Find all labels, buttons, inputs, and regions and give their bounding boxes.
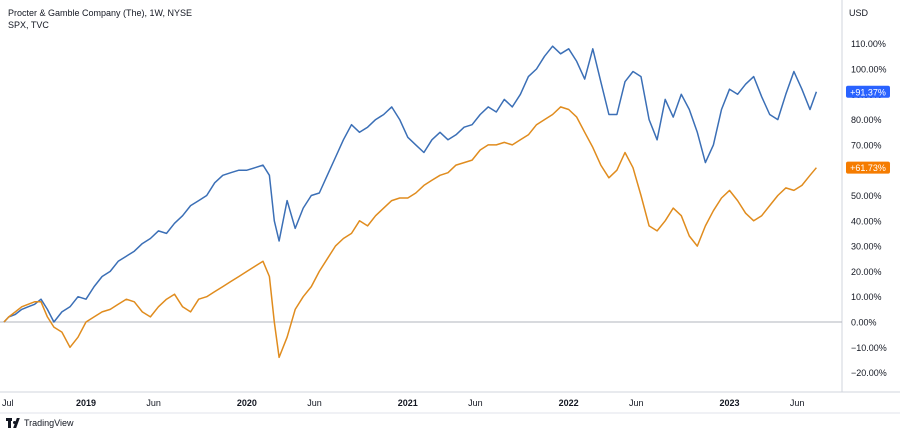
x-tick-label: Jun — [790, 398, 805, 408]
x-tick-label: Jun — [629, 398, 644, 408]
y-tick-label: 100.00% — [851, 65, 887, 75]
y-tick-label: 0.00% — [851, 318, 877, 328]
y-tick-label: 110.00% — [851, 39, 886, 49]
x-tick-label: Jun — [468, 398, 483, 408]
y-tick-label: 80.00% — [851, 115, 882, 125]
x-tick-label: 2023 — [720, 398, 740, 408]
y-tick-label: 70.00% — [851, 140, 882, 150]
last-value-badges: +91.37% +61.73% — [846, 85, 890, 174]
tradingview-logo-icon — [6, 418, 20, 428]
legend-compare-series[interactable]: SPX, TVC — [8, 20, 49, 30]
y-tick-label: −20.00% — [851, 368, 887, 378]
legend-main-series[interactable]: Procter & Gamble Company (The), 1W, NYSE — [8, 8, 193, 18]
x-axis[interactable]: Jul 2019 Jun 2020 Jun 2021 Jun 2022 Jun 2023 Jun — [2, 398, 804, 408]
brand[interactable]: TradingView — [6, 418, 74, 428]
last-value-label: +61.73% — [850, 163, 886, 173]
grid — [0, 0, 900, 414]
y-tick-label: −10.00% — [851, 343, 887, 353]
last-value-badge — [846, 85, 890, 98]
spx-price-line — [3, 106, 817, 359]
x-tick-label: Jul — [2, 398, 14, 408]
brand-name: TradingView — [24, 418, 74, 428]
x-tick-label: 2019 — [76, 398, 96, 408]
y-tick-label: 20.00% — [851, 267, 882, 277]
y-tick-label: 40.00% — [851, 216, 882, 226]
series-lines — [3, 45, 818, 359]
x-tick-label: Jun — [307, 398, 322, 408]
x-tick-label: 2022 — [559, 398, 579, 408]
y-tick-label: 10.00% — [851, 292, 882, 302]
currency-label[interactable]: USD — [848, 8, 868, 18]
y-tick-label: 50.00% — [851, 191, 882, 201]
y-tick-label: 30.00% — [851, 242, 882, 252]
x-tick-label: 2021 — [398, 398, 418, 408]
x-tick-label: 2020 — [237, 398, 257, 408]
x-tick-label: Jun — [146, 398, 161, 408]
last-value-label: +91.37% — [850, 87, 886, 97]
last-value-badge — [846, 161, 890, 174]
pg-price-line — [3, 45, 818, 323]
